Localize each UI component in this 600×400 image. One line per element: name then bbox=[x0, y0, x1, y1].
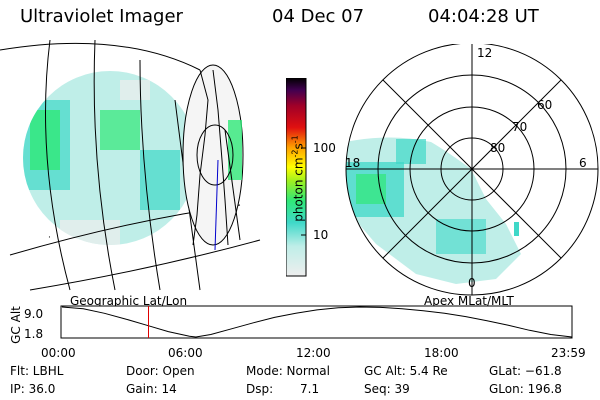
altitude-xtick-1800: 18:00 bbox=[424, 346, 459, 360]
date-label: 04 Dec 07 bbox=[272, 6, 365, 27]
mode-status: Mode: Normal bbox=[246, 364, 330, 378]
gain-status: Gain: 14 bbox=[126, 382, 177, 396]
altitude-ytick-min: 1.8 bbox=[24, 327, 44, 341]
seq-status: Seq: 39 bbox=[364, 382, 410, 396]
ip-status: IP: 36.0 bbox=[10, 382, 56, 396]
colorbar-unit-s: s bbox=[291, 143, 306, 150]
colorbar-unit-exp1: -2 bbox=[290, 149, 300, 158]
altitude-ytick-max: 9.0 bbox=[24, 307, 44, 321]
lat-ring-label-60: 60 bbox=[537, 98, 553, 112]
filter-status: Flt: LBHL bbox=[10, 364, 64, 378]
altitude-chart bbox=[60, 305, 573, 339]
door-status: Door: Open bbox=[126, 364, 195, 378]
altitude-xtick-1200: 12:00 bbox=[296, 346, 331, 360]
polar-plot bbox=[345, 44, 599, 296]
mlt-label-6: 6 bbox=[579, 156, 587, 170]
instrument-title: Ultraviolet Imager bbox=[20, 6, 183, 27]
dsp-value: 7.1 bbox=[300, 382, 320, 396]
colorbar-tick-10: 10 bbox=[313, 228, 329, 242]
glat-status: GLat: −61.8 bbox=[489, 364, 562, 378]
colorbar-tick-100: 100 bbox=[313, 141, 336, 155]
altitude-series-line bbox=[61, 306, 573, 338]
colorbar-unit-label: photon cm-2s-1 bbox=[291, 133, 306, 225]
altitude-plot-frame bbox=[60, 305, 573, 339]
mlt-label-12: 12 bbox=[477, 46, 493, 60]
geographic-map: · bbox=[0, 40, 261, 291]
altitude-xtick-0000: 00:00 bbox=[41, 346, 76, 360]
gc-alt-status: GC Alt: 5.4 Re bbox=[364, 364, 448, 378]
colorbar-unit-main: photon cm bbox=[291, 157, 306, 222]
polar-plot-label: Apex MLat/MLT bbox=[424, 294, 514, 308]
altitude-xtick-2359: 23:59 bbox=[551, 346, 586, 360]
colorbar-unit-exp2: -1 bbox=[290, 135, 300, 144]
altitude-ylabel: GC Alt bbox=[9, 306, 23, 344]
mlt-label-0: 0 bbox=[468, 276, 476, 290]
altitude-xtick-0600: 06:00 bbox=[168, 346, 203, 360]
lat-ring-label-80: 80 bbox=[490, 141, 506, 155]
time-label: 04:04:28 UT bbox=[428, 6, 539, 27]
glon-status: GLon: 196.8 bbox=[489, 382, 562, 396]
colorbar bbox=[286, 78, 307, 277]
geographic-map-label: Geographic Lat/Lon bbox=[70, 294, 188, 308]
dsp-label: Dsp: bbox=[246, 382, 274, 396]
svg-text:·: · bbox=[48, 233, 51, 243]
mlt-label-18: 18 bbox=[345, 156, 361, 170]
lat-ring-label-70: 70 bbox=[512, 120, 528, 134]
